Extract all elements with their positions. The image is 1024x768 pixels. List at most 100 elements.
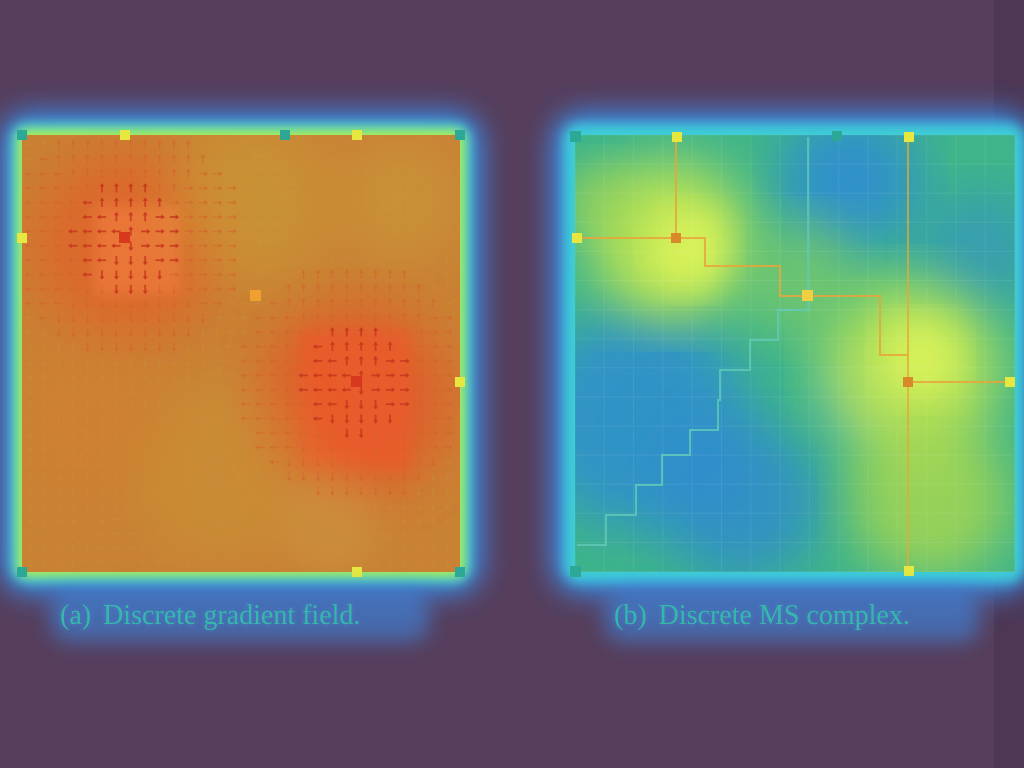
- gradient-arrow-head: [70, 549, 76, 554]
- gradient-arrow-head: [113, 168, 119, 173]
- gradient-arrow-head: [449, 329, 453, 335]
- gradient-arrow-head: [142, 261, 148, 266]
- gradient-arrow-head: [218, 185, 223, 191]
- gradient-arrow-head: [358, 183, 364, 187]
- gradient-arrow-head: [41, 333, 47, 338]
- gradient-arrow-head: [329, 269, 335, 273]
- gradient-arrow-head: [434, 401, 439, 407]
- gradient-arrow-head: [298, 372, 302, 378]
- gradient-arrow-head: [39, 257, 43, 263]
- gradient-arrow-head: [276, 243, 280, 249]
- gradient-arrow-head: [416, 549, 422, 554]
- gradient-arrow-head: [128, 333, 134, 338]
- gradient-arrow-head: [111, 560, 115, 566]
- gradient-arrow-head: [329, 492, 335, 496]
- gradient-arrow-head: [312, 358, 317, 364]
- gradient-arrow-head: [416, 168, 422, 173]
- gradient-arrow-head: [233, 200, 237, 206]
- gradient-arrow-head: [41, 420, 47, 424]
- gradient-arrow-head: [229, 521, 235, 525]
- gradient-arrow-head: [416, 463, 422, 467]
- gradient-arrow-head: [128, 391, 134, 395]
- gradient-arrow-head: [358, 283, 364, 288]
- gradient-arrow-head: [445, 506, 451, 511]
- gradient-arrow-head: [154, 473, 158, 479]
- gradient-arrow-head: [212, 430, 216, 436]
- gradient-arrow-head: [113, 405, 119, 410]
- gradient-arrow-head: [212, 401, 216, 407]
- gradient-arrow-head: [358, 370, 364, 374]
- node-saddle: [1005, 377, 1015, 387]
- gradient-arrow-head: [197, 444, 202, 450]
- gradient-arrow-head: [27, 535, 33, 539]
- gradient-arrow-head: [387, 312, 393, 317]
- gradient-arrow-head: [286, 492, 292, 496]
- gradient-arrow-head: [344, 506, 350, 511]
- gradient-arrow-head: [183, 488, 187, 494]
- gradient-arrow-head: [406, 387, 410, 393]
- gradient-arrow-head: [168, 444, 173, 450]
- caption-panel-b: (b) Discrete MS complex.: [614, 600, 910, 632]
- gradient-arrow-head: [247, 156, 252, 162]
- gradient-arrow-head: [226, 416, 230, 422]
- node-saddle: [352, 567, 362, 577]
- gradient-arrow-head: [445, 211, 451, 216]
- gradient-arrow-head: [387, 154, 393, 158]
- gradient-arrow-head: [218, 171, 223, 177]
- gradient-arrow-head: [255, 315, 259, 321]
- gradient-arrow-head: [161, 214, 165, 220]
- gradient-arrow-head: [301, 535, 307, 539]
- gradient-arrow-head: [85, 305, 91, 309]
- gradient-arrow-head: [233, 142, 237, 148]
- gradient-arrow-head: [327, 387, 331, 393]
- gradient-arrow-head: [430, 549, 436, 554]
- gradient-arrow-head: [358, 226, 364, 230]
- gradient-arrow-head: [226, 387, 230, 393]
- pixel-grid: [575, 135, 1015, 572]
- node-saddle: [904, 566, 914, 576]
- gradient-arrow-head: [434, 430, 439, 436]
- gradient-arrow-head: [276, 200, 280, 206]
- gradient-arrow-head: [449, 372, 453, 378]
- node-minimum: [455, 567, 465, 577]
- gradient-arrow-head: [401, 283, 407, 288]
- gradient-arrow-head: [56, 506, 62, 511]
- gradient-arrow-head: [430, 255, 436, 259]
- gradient-arrow-head: [56, 377, 62, 381]
- gradient-arrow-head: [373, 434, 379, 439]
- gradient-arrow-head: [99, 477, 105, 482]
- caption-b-glow: [604, 590, 980, 642]
- gradient-arrow-head: [243, 549, 249, 554]
- gradient-arrow-head: [255, 444, 259, 450]
- gradient-arrow-head: [373, 283, 379, 288]
- gradient-arrow-head: [401, 312, 407, 317]
- gradient-arrow-head: [334, 142, 338, 148]
- gradient-arrow-head: [56, 477, 62, 482]
- gradient-arrow-head: [445, 240, 451, 245]
- gradient-arrow-head: [53, 272, 58, 278]
- gradient-arrow-head: [430, 298, 436, 302]
- gradient-arrow-head: [315, 240, 321, 245]
- gradient-arrow-head: [233, 185, 237, 191]
- gradient-arrow-head: [99, 521, 105, 525]
- gradient-arrow-head: [373, 269, 379, 273]
- gradient-arrow-head: [262, 257, 266, 263]
- gradient-arrow-head: [85, 405, 91, 410]
- gradient-arrow-head: [286, 283, 292, 288]
- gradient-arrow-head: [449, 430, 453, 436]
- gradient-arrow-head: [401, 492, 407, 496]
- gradient-arrow-head: [358, 341, 364, 345]
- gradient-arrow-head: [430, 477, 436, 482]
- gradient-arrow-head: [128, 276, 134, 280]
- caption-a-glow: [50, 590, 430, 642]
- gradient-arrow-head: [70, 168, 76, 173]
- gradient-arrow-head: [111, 531, 115, 537]
- gradient-arrow-head: [168, 488, 173, 494]
- gradient-arrow-head: [226, 488, 230, 494]
- gradient-arrow-head: [214, 549, 220, 554]
- gradient-arrow-head: [319, 171, 324, 177]
- gradient-arrow-head: [445, 168, 451, 173]
- gradient-arrow-head: [344, 283, 350, 288]
- gradient-arrow-head: [85, 139, 91, 144]
